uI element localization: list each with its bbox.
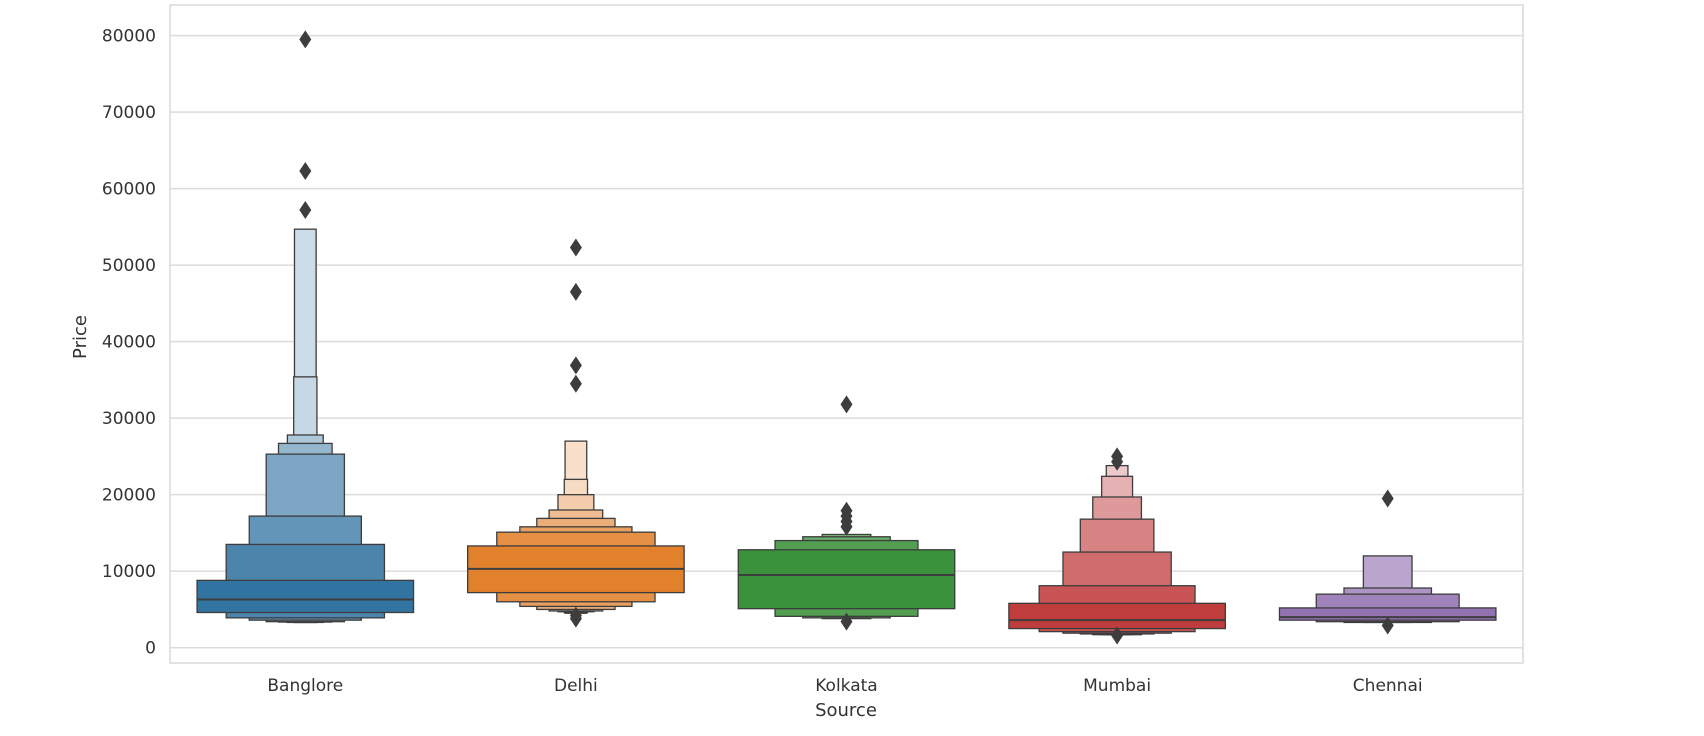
boxen-level [196, 579, 415, 614]
y-tick-label: 80000 [102, 27, 156, 47]
boxen-kolkata [737, 395, 956, 631]
y-tick-label: 0 [145, 639, 156, 659]
boxen-level [737, 549, 956, 610]
outlier-point [569, 282, 582, 301]
outlier-point [1381, 616, 1394, 635]
y-tick-label: 30000 [102, 409, 156, 429]
y-tick-label: 60000 [102, 180, 156, 200]
x-tick-labels: Banglore Delhi Kolkata Mumbai Chennai [267, 676, 1422, 696]
outlier-point [299, 162, 312, 181]
x-tick-label: Mumbai [1083, 676, 1151, 696]
outlier-point [840, 395, 853, 414]
outlier-point [569, 606, 582, 625]
boxen-level [1008, 602, 1226, 630]
x-tick-label: Delhi [554, 676, 598, 696]
boxen-series [196, 30, 1497, 645]
outlier-point [299, 30, 312, 49]
y-axis-label: Price [70, 315, 91, 359]
boxen-delhi [467, 238, 685, 628]
boxen-chennai [1278, 489, 1497, 635]
outlier-point [569, 238, 582, 257]
boxen-mumbai [1008, 447, 1226, 645]
outlier-point [1111, 447, 1124, 466]
x-axis-label: Source [815, 700, 877, 721]
y-tick-label: 10000 [102, 562, 156, 582]
y-tick-label: 20000 [102, 486, 156, 506]
x-tick-label: Banglore [267, 676, 343, 696]
y-tick-label: 50000 [102, 256, 156, 276]
grid-lines [170, 34, 1523, 649]
boxen-banglore [196, 30, 415, 624]
outlier-point [569, 374, 582, 393]
x-tick-label: Kolkata [815, 676, 877, 696]
x-tick-label: Chennai [1353, 676, 1423, 696]
outlier-point [840, 612, 853, 631]
outlier-point [569, 356, 582, 375]
outlier-point [1111, 626, 1124, 645]
y-tick-label: 70000 [102, 103, 156, 123]
y-tick-labels: 0 10000 20000 30000 40000 50000 60000 70000 8000… [102, 27, 156, 659]
outlier-point [840, 501, 853, 520]
y-tick-label: 40000 [102, 333, 156, 353]
outlier-point [299, 201, 312, 220]
outlier-point [1381, 489, 1394, 508]
